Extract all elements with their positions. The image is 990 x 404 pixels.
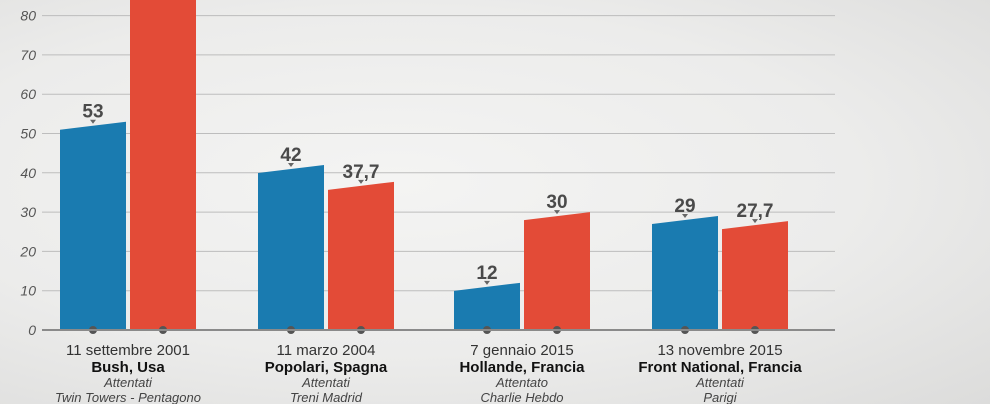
category-event-detail: Twin Towers - Pentagono — [55, 390, 201, 404]
category-name: Bush, Usa — [91, 359, 165, 376]
category-name: Hollande, Francia — [459, 359, 585, 376]
category-event-type: Attentati — [301, 375, 351, 390]
bar-series-a — [258, 164, 324, 330]
category-date: 13 novembre 2015 — [657, 342, 782, 359]
bar-series-a — [454, 282, 520, 330]
category-name: Popolari, Spagna — [265, 359, 388, 376]
label-pointer-icon — [752, 219, 758, 224]
y-tick-label: 10 — [20, 283, 36, 299]
category-event-detail: Parigi — [703, 390, 737, 404]
category-event-type: Attentati — [103, 375, 153, 390]
data-label: 30 — [546, 192, 567, 213]
category-event-detail: Charlie Hebdo — [480, 390, 563, 404]
category-date: 11 marzo 2004 — [277, 342, 376, 359]
label-pointer-icon — [358, 179, 364, 184]
y-tick-label: 80 — [20, 8, 36, 24]
y-tick-label: 60 — [20, 86, 36, 102]
bar-series-a — [60, 121, 126, 331]
label-pointer-icon — [288, 162, 294, 167]
bar-series-b — [722, 221, 788, 330]
y-axis: 0 10 20 30 40 50 60 70 80 — [19, 8, 36, 338]
bars: 53 42 37,7 12 30 29 27,7 — [60, 0, 788, 331]
category-event-detail: Treni Madrid — [290, 390, 363, 404]
label-pointer-icon — [484, 280, 490, 285]
data-label: 37,7 — [343, 162, 380, 183]
y-tick-label: 0 — [28, 322, 36, 338]
category-date: 7 gennaio 2015 — [470, 342, 573, 359]
y-tick-label: 70 — [20, 47, 36, 63]
y-tick-label: 50 — [20, 126, 36, 142]
label-pointer-icon — [90, 119, 96, 124]
data-label: 42 — [280, 145, 301, 166]
bar-series-b — [328, 181, 394, 330]
data-label: 27,7 — [737, 201, 774, 222]
label-pointer-icon — [682, 214, 688, 219]
data-label: 29 — [674, 196, 695, 217]
category-date: 11 settembre 2001 — [66, 342, 190, 359]
bar-series-b — [130, 0, 196, 330]
data-label: 53 — [82, 102, 103, 123]
category-event-type: Attentati — [695, 375, 745, 390]
bar-series-a — [652, 216, 718, 330]
category-name: Front National, Francia — [638, 359, 802, 376]
y-tick-label: 40 — [20, 165, 36, 181]
y-tick-label: 20 — [19, 243, 36, 259]
category-event-type: Attentato — [495, 375, 548, 390]
data-label: 12 — [476, 263, 497, 284]
y-tick-label: 30 — [20, 204, 36, 220]
label-pointer-icon — [554, 210, 560, 215]
bar-series-b — [524, 212, 590, 330]
